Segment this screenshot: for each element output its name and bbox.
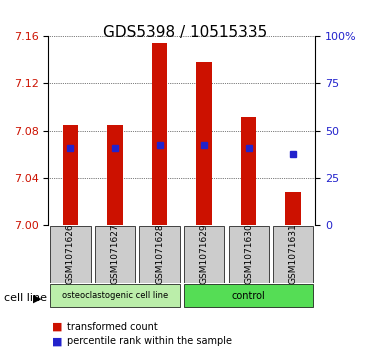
FancyBboxPatch shape (229, 226, 269, 282)
Bar (285, 192, 301, 225)
FancyBboxPatch shape (273, 226, 313, 282)
Text: GSM1071626: GSM1071626 (66, 224, 75, 285)
Bar (241, 117, 256, 225)
Text: ▶: ▶ (33, 293, 41, 303)
FancyBboxPatch shape (50, 285, 180, 307)
Text: GSM1071628: GSM1071628 (155, 224, 164, 285)
Bar (63, 125, 78, 225)
Text: cell line: cell line (4, 293, 47, 303)
Text: GSM1071631: GSM1071631 (289, 224, 298, 285)
Text: osteoclastogenic cell line: osteoclastogenic cell line (62, 291, 168, 300)
Bar (196, 62, 212, 225)
FancyBboxPatch shape (50, 226, 91, 282)
FancyBboxPatch shape (184, 285, 313, 307)
Text: GDS5398 / 10515335: GDS5398 / 10515335 (104, 25, 267, 40)
Text: GSM1071630: GSM1071630 (244, 224, 253, 285)
FancyBboxPatch shape (139, 226, 180, 282)
FancyBboxPatch shape (95, 226, 135, 282)
FancyBboxPatch shape (184, 226, 224, 282)
Bar (107, 125, 123, 225)
Text: GSM1071629: GSM1071629 (200, 224, 209, 285)
Text: transformed count: transformed count (67, 322, 158, 332)
Text: control: control (232, 291, 265, 301)
Text: ■: ■ (52, 322, 62, 332)
Text: percentile rank within the sample: percentile rank within the sample (67, 336, 232, 346)
Text: GSM1071627: GSM1071627 (111, 224, 119, 285)
Text: ■: ■ (52, 336, 62, 346)
Bar (152, 44, 167, 225)
